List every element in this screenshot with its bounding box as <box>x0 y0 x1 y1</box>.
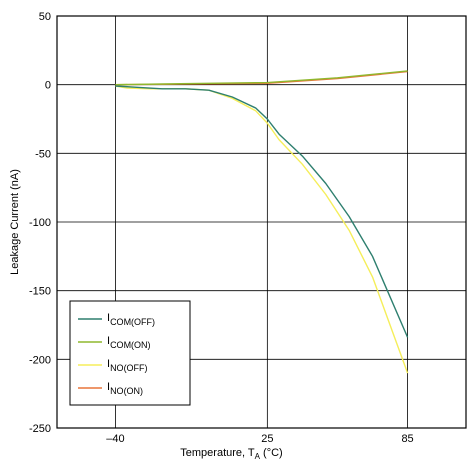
y-tick-label: -250 <box>29 423 51 435</box>
legend-entry: ICOM(OFF) <box>107 312 155 327</box>
x-axis-label-sub: A <box>255 452 261 461</box>
series-lines <box>115 70 409 374</box>
legend-entry: INO(OFF) <box>107 358 148 373</box>
y-axis-label: Leakage Current (nA) <box>9 169 21 275</box>
legend: ICOM(OFF) ICOM(ON) INO(OFF) INO(ON) <box>69 300 191 406</box>
x-axis-label: Temperature, TA (°C) <box>180 447 282 461</box>
x-axis-label-main: Temperature, T <box>180 447 255 459</box>
y-tick-label: 0 <box>45 80 51 92</box>
x-tick-label: –40 <box>106 433 124 445</box>
y-tick-label: 50 <box>39 11 51 23</box>
series-line-com-off <box>115 85 409 338</box>
y-tick-label: -150 <box>29 286 51 298</box>
x-tick-label: 25 <box>261 433 273 445</box>
series-line-com-on <box>115 70 408 86</box>
x-axis-label-unit: (°C) <box>260 447 283 459</box>
legend-entry: INO(ON) <box>107 381 143 396</box>
y-tick-label: -50 <box>35 148 51 160</box>
plot-frame <box>56 15 467 429</box>
y-tick-labels: 50 0 -50 -100 -150 -200 -250 <box>29 11 51 435</box>
y-tick-label: -200 <box>29 354 51 366</box>
x-tick-labels: –40 25 85 <box>106 433 413 445</box>
legend-entry: ICOM(ON) <box>107 335 151 350</box>
y-tick-label: -100 <box>29 217 51 229</box>
x-tick-label: 85 <box>401 433 413 445</box>
